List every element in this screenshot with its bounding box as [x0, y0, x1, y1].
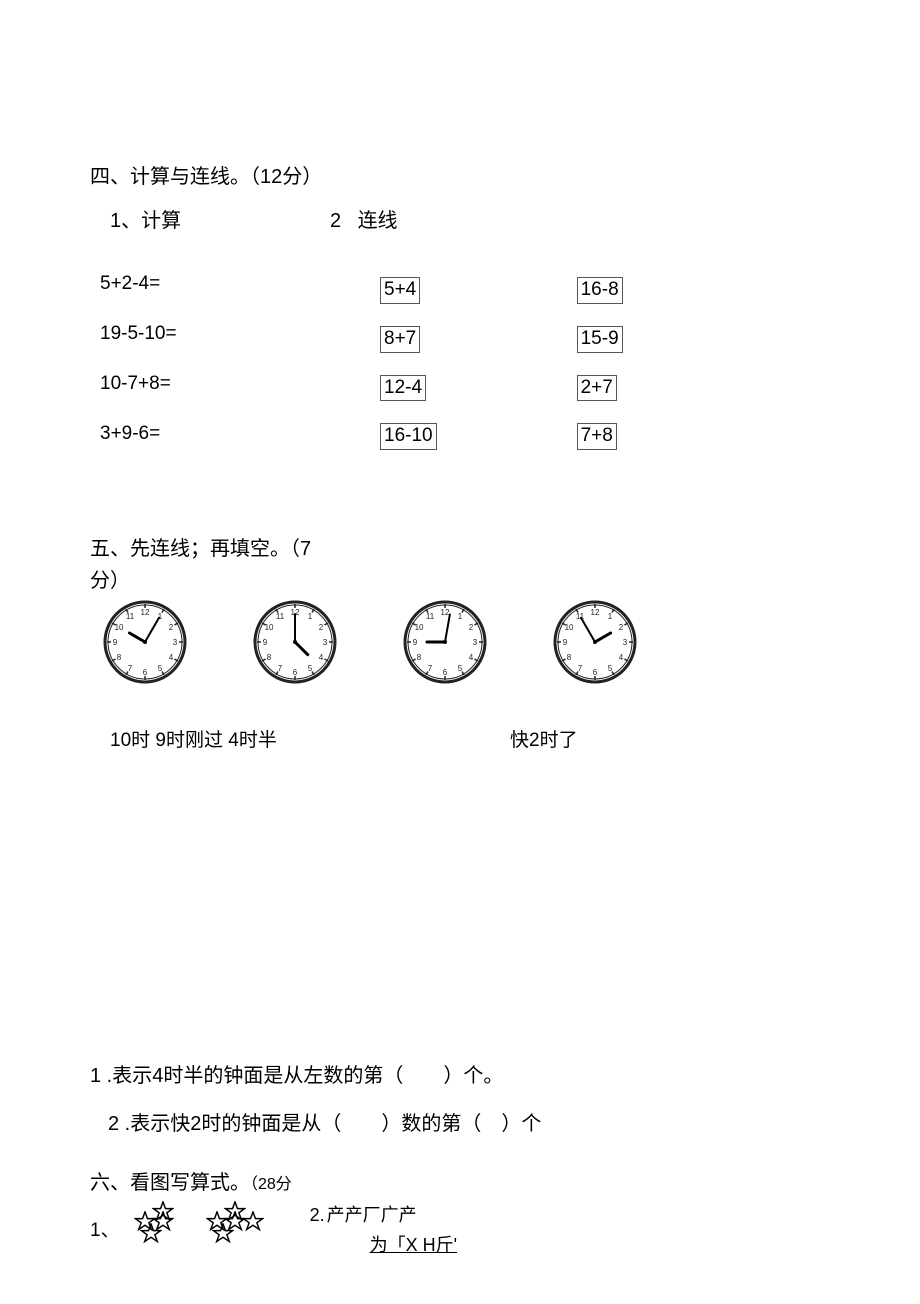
section5-q2: 2 .表示快2时的钟面是从（ ）数的第（ ）个: [108, 1100, 830, 1148]
svg-text:1: 1: [608, 612, 613, 621]
svg-text:3: 3: [323, 638, 328, 647]
clock-face: 121234567891011: [250, 597, 340, 687]
svg-text:7: 7: [128, 664, 133, 673]
match-box: 15-9: [577, 326, 623, 353]
svg-text:10: 10: [115, 623, 124, 632]
svg-text:7: 7: [278, 664, 283, 673]
svg-text:1: 1: [458, 612, 463, 621]
svg-text:9: 9: [113, 638, 118, 647]
svg-text:9: 9: [263, 638, 268, 647]
svg-text:12: 12: [441, 608, 450, 617]
svg-text:8: 8: [567, 653, 572, 662]
match-box: 16-10: [380, 423, 437, 450]
svg-text:2: 2: [169, 623, 174, 632]
svg-text:11: 11: [126, 612, 135, 621]
section4-sub1-num: 1、: [110, 210, 141, 232]
match-box: 2+7: [577, 375, 617, 402]
star-group: [134, 1201, 180, 1247]
svg-text:3: 3: [623, 638, 628, 647]
star-groups: [134, 1201, 270, 1247]
time-label-group1: 10时 9时刚过 4时半: [110, 725, 510, 752]
section6-title: 六、看图写算式。（28分: [90, 1166, 830, 1195]
section5-title: 五、先连线；再填空。（7分）: [90, 533, 340, 597]
svg-text:4: 4: [319, 653, 324, 662]
svg-text:7: 7: [428, 664, 433, 673]
match-box: 5+4: [380, 277, 420, 304]
clock-face: 12 12 3 45 6 78 9 1011: [550, 597, 640, 687]
section4-sub2-label: 连线: [358, 210, 398, 232]
time-labels: 10时 9时刚过 4时半 快2时了: [110, 725, 830, 752]
svg-text:5: 5: [308, 664, 313, 673]
svg-text:7: 7: [578, 664, 583, 673]
section6-item2-line2: 为「X H斤': [370, 1231, 457, 1257]
clocks-row: 121234567891011 121234567891011 12123456…: [100, 597, 830, 687]
svg-text:6: 6: [143, 668, 148, 677]
svg-text:5: 5: [458, 664, 463, 673]
svg-text:10: 10: [565, 623, 574, 632]
svg-text:1: 1: [308, 612, 313, 621]
svg-text:8: 8: [117, 653, 122, 662]
section5-q1: 1 .表示4时半的钟面是从左数的第（ ）个。: [90, 1052, 830, 1100]
svg-text:4: 4: [619, 653, 624, 662]
svg-text:3: 3: [473, 638, 478, 647]
svg-text:6: 6: [443, 668, 448, 677]
calc-item: 5+2-4=: [100, 273, 360, 295]
svg-text:5: 5: [608, 664, 613, 673]
time-label-group2: 快2时了: [510, 725, 578, 752]
calc-column: 5+2-4= 19-5-10= 10-7+8= 3+9-6=: [100, 273, 360, 473]
match-box: 7+8: [577, 423, 617, 450]
svg-text:12: 12: [141, 608, 150, 617]
match-box: 8+7: [380, 326, 420, 353]
svg-text:5: 5: [158, 664, 163, 673]
svg-text:8: 8: [417, 653, 422, 662]
clock-face: 121234567891011: [100, 597, 190, 687]
match-box: 16-8: [577, 277, 623, 304]
star-group: [206, 1201, 270, 1247]
section6-item2-line1: 产产厂广产: [327, 1205, 417, 1225]
svg-text:4: 4: [169, 653, 174, 662]
svg-text:8: 8: [267, 653, 272, 662]
star-icon: [242, 1211, 264, 1233]
svg-text:12: 12: [591, 608, 600, 617]
star-icon: [140, 1223, 162, 1245]
calc-item: 3+9-6=: [100, 423, 360, 445]
svg-text:2: 2: [619, 623, 624, 632]
section4-title: 四、计算与连线。（12分）: [90, 160, 830, 189]
svg-text:2: 2: [319, 623, 324, 632]
svg-text:2: 2: [469, 623, 474, 632]
svg-text:9: 9: [563, 638, 568, 647]
svg-text:10: 10: [265, 623, 274, 632]
match-box: 12-4: [380, 375, 426, 402]
section6-item1-lead: 1、: [90, 1215, 120, 1242]
match-column: 5+4 8+7 12-4 16-10 16-8 15-9 2+7 7+8: [380, 273, 623, 473]
section4-sub1-label: 计算: [141, 210, 181, 232]
section6-title-pts: （28分: [250, 1176, 292, 1193]
calc-item: 19-5-10=: [100, 323, 360, 345]
svg-text:6: 6: [293, 668, 298, 677]
svg-text:4: 4: [469, 653, 474, 662]
svg-text:9: 9: [413, 638, 418, 647]
star-icon: [212, 1223, 234, 1245]
svg-text:3: 3: [173, 638, 178, 647]
svg-text:10: 10: [415, 623, 424, 632]
calc-item: 10-7+8=: [100, 373, 360, 395]
section4-sub2-num: 2: [330, 210, 352, 233]
svg-text:6: 6: [593, 668, 598, 677]
svg-text:11: 11: [426, 612, 435, 621]
svg-text:11: 11: [276, 612, 285, 621]
clock-face: 12 12 3 45 6 78 9 1011: [400, 597, 490, 687]
section6-title-main: 六、看图写算式。: [90, 1172, 250, 1194]
section6-item2-lead: 2.: [310, 1205, 325, 1225]
svg-text:11: 11: [576, 612, 585, 621]
